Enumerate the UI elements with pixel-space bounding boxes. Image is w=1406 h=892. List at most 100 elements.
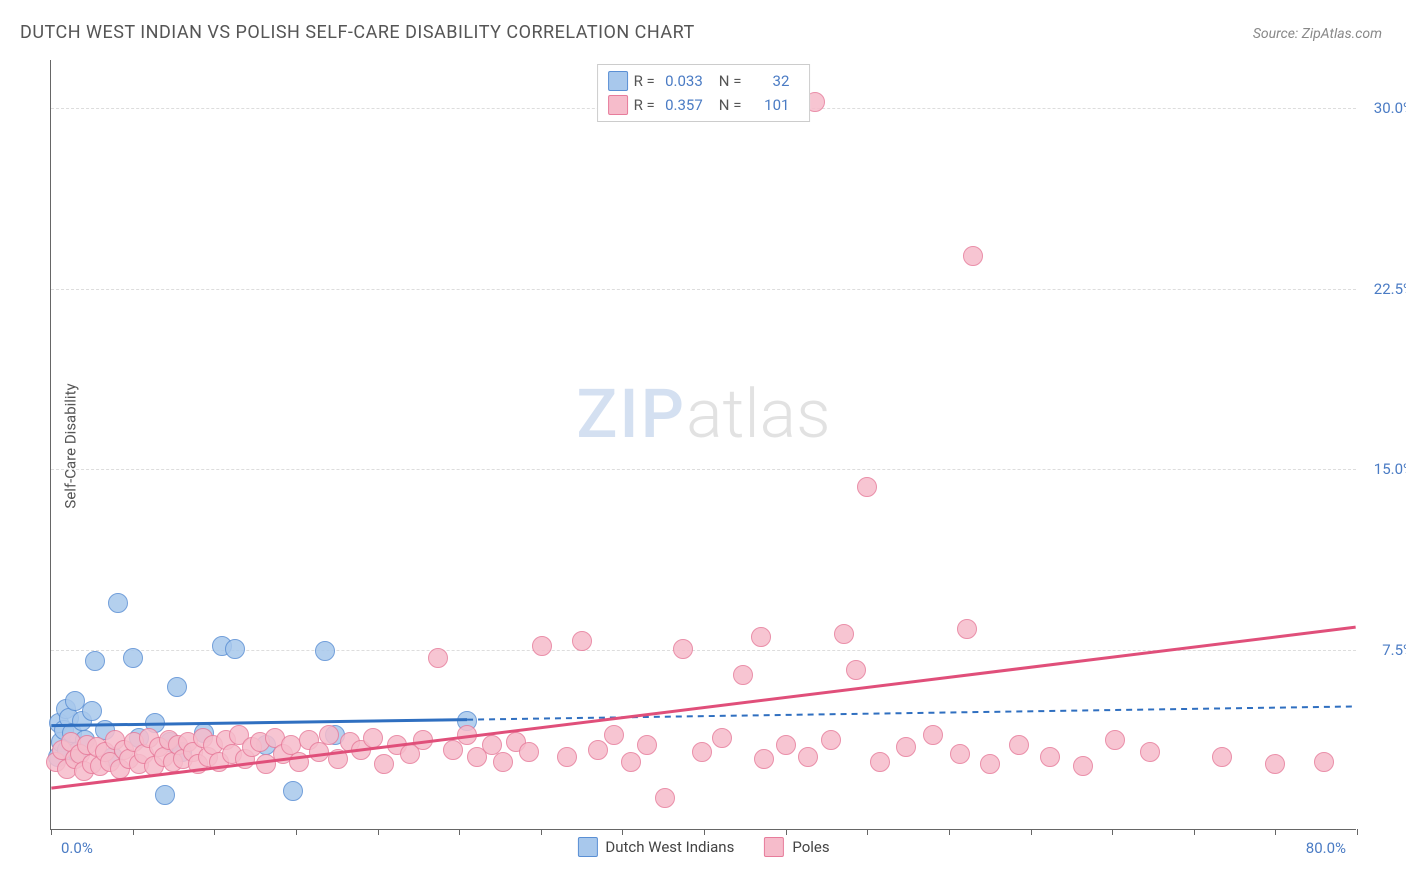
legend-stats-row-2: R = 0.357 N = 101 bbox=[608, 93, 800, 117]
scatter-point bbox=[621, 752, 641, 772]
scatter-point bbox=[637, 735, 657, 755]
y-tick-label: 22.5% bbox=[1374, 280, 1406, 298]
n-label: N = bbox=[719, 69, 742, 93]
legend-label-series-1: Dutch West Indians bbox=[605, 838, 734, 856]
scatter-point bbox=[733, 665, 753, 685]
scatter-point bbox=[225, 639, 245, 659]
scatter-point bbox=[309, 742, 329, 762]
scatter-point bbox=[363, 728, 383, 748]
x-tick bbox=[786, 829, 787, 835]
scatter-point bbox=[980, 754, 1000, 774]
x-tick bbox=[459, 829, 460, 835]
watermark-atlas: atlas bbox=[686, 374, 831, 454]
scatter-point bbox=[572, 631, 592, 651]
scatter-point bbox=[1265, 754, 1285, 774]
gridline bbox=[51, 650, 1356, 651]
scatter-point bbox=[557, 747, 577, 767]
scatter-point bbox=[82, 701, 102, 721]
gridline bbox=[51, 469, 1356, 470]
scatter-point bbox=[167, 677, 187, 697]
scatter-point bbox=[957, 619, 977, 639]
scatter-point bbox=[655, 788, 675, 808]
x-axis-max-label: 80.0% bbox=[1306, 839, 1346, 857]
y-tick-label: 7.5% bbox=[1382, 641, 1406, 659]
legend-item-series-1: Dutch West Indians bbox=[577, 837, 734, 857]
r-label: R = bbox=[634, 93, 655, 117]
scatter-point bbox=[870, 752, 890, 772]
scatter-point bbox=[374, 754, 394, 774]
trend-line bbox=[467, 706, 1356, 719]
scatter-point bbox=[751, 627, 771, 647]
scatter-point bbox=[950, 744, 970, 764]
x-tick bbox=[296, 829, 297, 835]
scatter-point bbox=[1105, 730, 1125, 750]
n-value-series-1: 32 bbox=[747, 69, 789, 93]
scatter-point bbox=[289, 752, 309, 772]
gridline bbox=[51, 289, 1356, 290]
x-tick bbox=[378, 829, 379, 835]
scatter-point bbox=[123, 648, 143, 668]
trend-lines-layer bbox=[51, 60, 1356, 829]
x-tick bbox=[51, 829, 52, 835]
r-label: R = bbox=[634, 69, 655, 93]
scatter-point bbox=[155, 785, 175, 805]
y-tick-label: 15.0% bbox=[1374, 460, 1406, 478]
source-attribution: Source: ZipAtlas.com bbox=[1253, 26, 1382, 42]
scatter-point bbox=[1009, 735, 1029, 755]
legend-swatch-bottom-1 bbox=[577, 837, 597, 857]
scatter-point bbox=[821, 730, 841, 750]
r-value-series-1: 0.033 bbox=[661, 69, 703, 93]
scatter-point bbox=[588, 740, 608, 760]
n-value-series-2: 101 bbox=[747, 93, 789, 117]
scatter-point bbox=[834, 624, 854, 644]
legend-swatch-series-1 bbox=[608, 71, 628, 91]
scatter-point bbox=[428, 648, 448, 668]
x-tick bbox=[541, 829, 542, 835]
x-tick bbox=[1194, 829, 1195, 835]
scatter-point bbox=[315, 641, 335, 661]
legend-swatch-series-2 bbox=[608, 95, 628, 115]
plot-area: ZIPatlas R = 0.033 N = 32 R = 0.357 N = … bbox=[50, 60, 1356, 830]
legend-swatch-bottom-2 bbox=[764, 837, 784, 857]
scatter-point bbox=[604, 725, 624, 745]
x-axis-min-label: 0.0% bbox=[61, 839, 93, 857]
r-value-series-2: 0.357 bbox=[661, 93, 703, 117]
scatter-point bbox=[963, 246, 983, 266]
n-label: N = bbox=[719, 93, 742, 117]
scatter-point bbox=[798, 747, 818, 767]
scatter-point bbox=[108, 593, 128, 613]
scatter-point bbox=[1040, 747, 1060, 767]
x-tick bbox=[133, 829, 134, 835]
chart-container: DUTCH WEST INDIAN VS POLISH SELF-CARE DI… bbox=[0, 0, 1406, 892]
scatter-point bbox=[857, 477, 877, 497]
x-tick bbox=[949, 829, 950, 835]
x-tick bbox=[1357, 829, 1358, 835]
scatter-point bbox=[1140, 742, 1160, 762]
scatter-point bbox=[443, 740, 463, 760]
y-tick-label: 30.0% bbox=[1374, 99, 1406, 117]
scatter-point bbox=[319, 725, 339, 745]
scatter-point bbox=[85, 651, 105, 671]
scatter-point bbox=[283, 781, 303, 801]
legend-label-series-2: Poles bbox=[792, 838, 829, 856]
x-tick bbox=[1031, 829, 1032, 835]
scatter-point bbox=[896, 737, 916, 757]
legend-stats-row-1: R = 0.033 N = 32 bbox=[608, 69, 800, 93]
legend-stats-box: R = 0.033 N = 32 R = 0.357 N = 101 bbox=[597, 64, 811, 122]
watermark: ZIPatlas bbox=[576, 374, 830, 454]
scatter-point bbox=[776, 735, 796, 755]
scatter-point bbox=[712, 728, 732, 748]
scatter-point bbox=[1073, 756, 1093, 776]
scatter-point bbox=[1314, 752, 1334, 772]
watermark-zip: ZIP bbox=[576, 374, 686, 454]
x-tick bbox=[622, 829, 623, 835]
legend-series-names: Dutch West Indians Poles bbox=[577, 837, 829, 857]
scatter-point bbox=[754, 749, 774, 769]
x-tick bbox=[704, 829, 705, 835]
x-tick bbox=[214, 829, 215, 835]
x-tick bbox=[1275, 829, 1276, 835]
scatter-point bbox=[1212, 747, 1232, 767]
scatter-point bbox=[519, 742, 539, 762]
x-tick bbox=[1112, 829, 1113, 835]
scatter-point bbox=[923, 725, 943, 745]
